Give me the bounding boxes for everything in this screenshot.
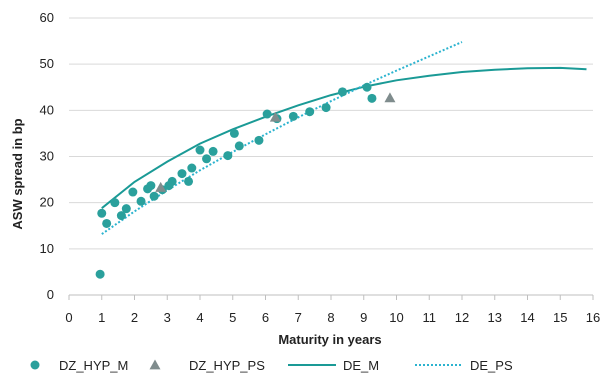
data-point-dz-hyp-m: [367, 93, 377, 103]
x-tick-label: 3: [164, 310, 171, 325]
data-point-dz-hyp-m: [223, 151, 233, 161]
x-axis-title: Maturity in years: [278, 332, 381, 347]
data-point-dz-hyp-m: [136, 196, 146, 206]
y-tick-label: 20: [40, 195, 54, 210]
y-axis-title: ASW spread in bp: [10, 118, 25, 229]
x-tick-label: 13: [488, 310, 502, 325]
x-tick-label: 14: [520, 310, 534, 325]
data-point-dz-hyp-m: [305, 107, 315, 117]
x-tick-label: 2: [131, 310, 138, 325]
data-point-dz-hyp-m: [234, 141, 244, 151]
x-tick-label: 1: [98, 310, 105, 325]
legend-label-de-ps: DE_PS: [470, 358, 513, 373]
legend-label-de-m: DE_M: [343, 358, 379, 373]
x-tick-label: 8: [327, 310, 334, 325]
x-tick-label: 7: [295, 310, 302, 325]
data-point-dz-hyp-m: [95, 269, 105, 279]
data-point-dz-hyp-m: [128, 187, 138, 197]
data-point-dz-hyp-m: [362, 82, 372, 92]
x-tick-label: 5: [229, 310, 236, 325]
legend-label-dz-hyp-ps: DZ_HYP_PS: [189, 358, 265, 373]
data-point-dz-hyp-m: [146, 181, 156, 191]
axes: [68, 294, 594, 300]
y-tick-label: 40: [40, 102, 54, 117]
legend-label-dz-hyp-m: DZ_HYP_M: [59, 358, 128, 373]
data-point-dz-hyp-m: [202, 154, 212, 164]
x-tick-label: 12: [455, 310, 469, 325]
data-point-dz-hyp-ps: [384, 92, 396, 103]
x-tick-label: 16: [586, 310, 600, 325]
data-point-dz-hyp-ps: [269, 111, 281, 122]
y-tick-label: 30: [40, 149, 54, 164]
data-point-dz-hyp-m: [288, 111, 298, 121]
y-tick-label: 60: [40, 10, 54, 25]
data-point-dz-hyp-m: [262, 109, 272, 119]
data-point-dz-hyp-m: [195, 145, 205, 155]
data-point-dz-hyp-m: [177, 169, 187, 179]
x-tick-label: 9: [360, 310, 367, 325]
data-point-dz-hyp-m: [321, 103, 331, 113]
data-point-dz-hyp-m: [102, 218, 112, 228]
gridlines: [69, 17, 593, 250]
x-tick-label: 0: [65, 310, 72, 325]
x-tick-label: 4: [196, 310, 203, 325]
data-point-dz-hyp-m: [208, 146, 218, 156]
data-point-dz-hyp-m: [149, 191, 159, 201]
y-tick-label: 50: [40, 56, 54, 71]
series-points: [95, 82, 396, 279]
series-lines: [101, 41, 587, 235]
data-point-dz-hyp-m: [184, 176, 194, 186]
legend-marker-dz-hyp-ps: [149, 359, 161, 370]
data-point-dz-hyp-m: [167, 176, 177, 186]
data-point-dz-hyp-m: [110, 198, 120, 208]
x-tick-label: 6: [262, 310, 269, 325]
data-point-dz-hyp-m: [229, 128, 239, 138]
data-point-dz-hyp-ps: [155, 181, 167, 192]
data-point-dz-hyp-m: [337, 87, 347, 97]
legend: DZ_HYP_M DZ_HYP_PS DE_M DE_PS: [30, 358, 513, 373]
series-line-de-m: [101, 66, 587, 209]
series-line-de-ps: [101, 41, 463, 235]
data-point-dz-hyp-m: [116, 211, 126, 221]
legend-marker-dz-hyp-m: [30, 360, 40, 370]
x-tick-label: 15: [553, 310, 567, 325]
data-point-dz-hyp-m: [187, 163, 197, 173]
data-point-dz-hyp-m: [121, 204, 131, 214]
x-tick-label: 10: [389, 310, 403, 325]
data-point-dz-hyp-m: [254, 135, 264, 145]
data-point-dz-hyp-m: [97, 208, 107, 218]
x-tick-label: 11: [423, 310, 437, 325]
y-tick-label: 10: [40, 241, 54, 256]
y-tick-label: 0: [47, 287, 54, 302]
